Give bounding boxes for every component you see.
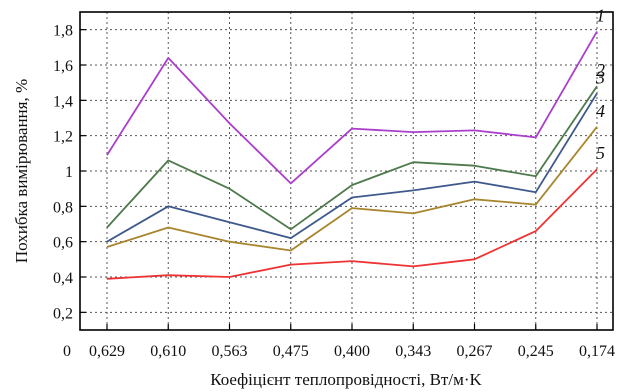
y-axis-title: Похибка вимірювання, % (12, 79, 31, 263)
x-tick-label: 0,267 (457, 343, 493, 360)
x-tick-label: 0,475 (273, 343, 309, 360)
x-tick-label: 0,400 (334, 343, 370, 360)
y-tick-label: 0,6 (53, 235, 73, 252)
series-line-2 (106, 85, 598, 231)
y-tick-label: 1,6 (53, 58, 73, 75)
x-tick-label: 0,174 (579, 343, 615, 360)
x-tick-label: 0,245 (518, 343, 554, 360)
gridlines (80, 12, 613, 330)
series-lines (106, 30, 598, 280)
series-line-3 (106, 92, 598, 243)
x-axis-title: Коефіцієнт теплопровідності, Вт/м·K (210, 370, 482, 389)
x-tick-label: 0,610 (150, 343, 186, 360)
series-line-4 (106, 126, 598, 252)
x-tick-label: 0,343 (395, 343, 431, 360)
y-tick-label: 1,2 (53, 129, 73, 146)
y-tick-label: 1,4 (53, 93, 73, 110)
x-tick-label: 0,629 (89, 343, 125, 360)
y-tick-label: 1 (65, 164, 73, 181)
series-label-3: 3 (595, 67, 605, 87)
x-axis-ticks: 0,629 0,610 0,563 0,475 0,400 0,343 0,267 0,245… (89, 324, 615, 360)
y-tick-label: 0,8 (53, 199, 73, 216)
series-label-1: 1 (596, 5, 605, 25)
series-label-2: 2 (596, 60, 605, 80)
origin-label: 0 (63, 343, 71, 360)
series-label-4: 4 (596, 101, 605, 121)
series-line-1 (106, 30, 598, 185)
y-axis-ticks: 0,2 0,4 0,6 0,8 1 1,2 1,4 1,6 1,8 (53, 23, 86, 322)
y-tick-label: 1,8 (53, 23, 73, 40)
series-label-5: 5 (596, 143, 605, 163)
x-tick-label: 0,563 (212, 343, 248, 360)
series-line-5 (106, 168, 598, 280)
y-tick-label: 0,4 (53, 270, 73, 287)
y-tick-label: 0,2 (53, 305, 73, 322)
